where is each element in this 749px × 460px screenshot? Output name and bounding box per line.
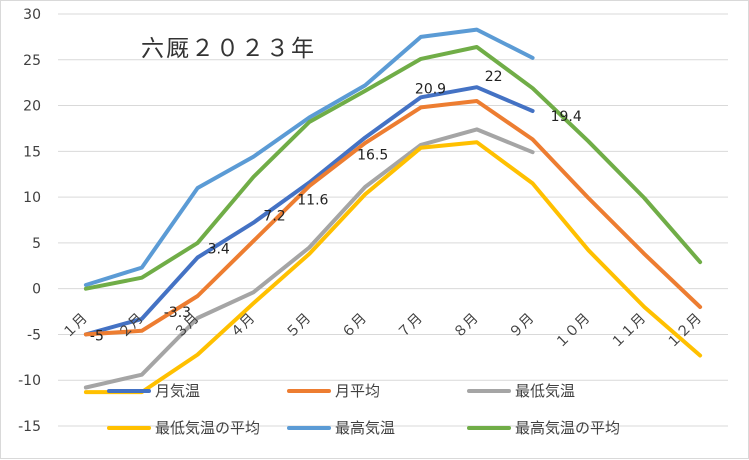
x-tick-label: １月	[60, 311, 91, 342]
legend-label: 最高気温	[335, 419, 395, 437]
data-labels: -5 -3.3 3.4 7.2 11.6 16.5 20.9 22 19.4	[90, 69, 582, 344]
y-tick-label: 0	[32, 282, 41, 298]
data-label: 11.6	[297, 192, 328, 208]
y-tick-label: -10	[18, 373, 41, 389]
x-tick-label: ７月	[395, 311, 426, 342]
legend-label: 月平均	[335, 382, 380, 400]
x-tick-label: ４月	[227, 311, 258, 342]
y-axis-ticks: -15 -10 -5 0 5 10 15 20 25 30	[18, 7, 41, 435]
series-line	[83, 127, 535, 390]
series-line	[83, 140, 703, 395]
x-axis-ticks: １月 ２月 ３月 ４月 ５月 ６月 ７月 ８月 ９月 １０月 １１月 １２月	[60, 311, 705, 352]
legend-label: 最低気温の平均	[155, 419, 260, 437]
x-tick-label: ５月	[283, 311, 314, 342]
x-tick-label: ２月	[115, 311, 146, 342]
x-tick-label: ８月	[450, 311, 481, 342]
data-label: 22	[485, 69, 503, 85]
y-tick-label: -5	[27, 327, 41, 343]
series-line	[83, 45, 703, 291]
data-label: -3.3	[164, 305, 191, 321]
legend-label: 最低気温	[515, 382, 575, 400]
y-tick-label: 10	[23, 190, 41, 206]
chart-title: 六厩２０２３年	[141, 36, 316, 62]
data-label: 7.2	[263, 209, 285, 225]
x-tick-label: ９月	[506, 311, 537, 342]
x-tick-label: １０月	[552, 311, 593, 352]
data-label: -5	[90, 328, 104, 344]
data-label: 19.4	[551, 109, 582, 125]
y-tick-label: 5	[32, 236, 41, 252]
x-tick-label: １１月	[608, 311, 649, 352]
x-tick-label: ６月	[339, 311, 370, 342]
y-tick-label: 15	[23, 144, 41, 160]
data-label: 20.9	[415, 81, 446, 97]
data-label: 16.5	[357, 148, 388, 164]
y-tick-label: 30	[23, 7, 41, 23]
legend-label: 最高気温の平均	[515, 419, 620, 437]
series-line	[83, 99, 703, 337]
y-tick-label: 25	[23, 53, 41, 69]
y-tick-label: -15	[18, 419, 41, 435]
y-tick-label: 20	[23, 99, 41, 115]
series-line	[83, 27, 535, 287]
data-label: 3.4	[208, 242, 230, 258]
series-lines	[83, 27, 703, 395]
legend-label: 月気温	[155, 382, 200, 400]
series-line	[83, 85, 535, 337]
